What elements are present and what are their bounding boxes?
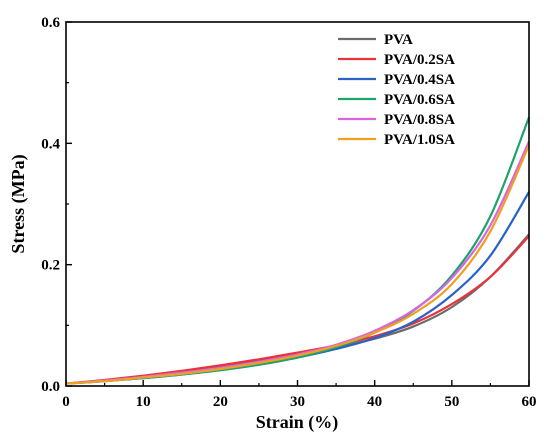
- x-tick-label: 50: [444, 394, 459, 410]
- plot-lines: [65, 116, 531, 385]
- y-tick-label: 0.0: [41, 379, 60, 395]
- x-tick-label: 30: [290, 394, 305, 410]
- legend-label: PVA/1.0SA: [384, 132, 455, 148]
- legend-label: PVA/0.4SA: [384, 72, 455, 88]
- series-line-1: [65, 235, 530, 385]
- plot-frame: [65, 21, 530, 387]
- y-tick-label: 0.4: [41, 136, 60, 152]
- x-tick-label: 60: [522, 394, 537, 410]
- x-tick-label: 40: [367, 394, 382, 410]
- legend-label: PVA/0.8SA: [384, 112, 455, 128]
- legend-label: PVA/0.6SA: [384, 92, 455, 108]
- legend-label: PVA/0.2SA: [384, 52, 455, 68]
- x-tick-label: 10: [136, 394, 151, 410]
- series-line-3: [65, 116, 531, 385]
- legend: PVA PVA/0.2SA PVA/0.4SA PVA/0.6SA PVA/0.8SA P…: [338, 32, 455, 148]
- y-axis-title: Stress (MPa): [8, 154, 29, 253]
- x-axis: 0 10 20 30 40 50 60: [62, 380, 537, 410]
- x-tick-label: 20: [213, 394, 228, 410]
- y-tick-label: 0.6: [41, 15, 60, 31]
- series-line-5: [65, 144, 531, 385]
- x-axis-title: Strain (%): [256, 412, 339, 433]
- series-line-0: [65, 233, 530, 385]
- series-line-4: [65, 141, 530, 385]
- x-tick-label: 0: [62, 394, 70, 410]
- legend-label: PVA: [384, 32, 413, 48]
- y-axis: 0.0 0.2 0.4 0.6: [41, 15, 72, 395]
- y-tick-label: 0.2: [41, 258, 60, 274]
